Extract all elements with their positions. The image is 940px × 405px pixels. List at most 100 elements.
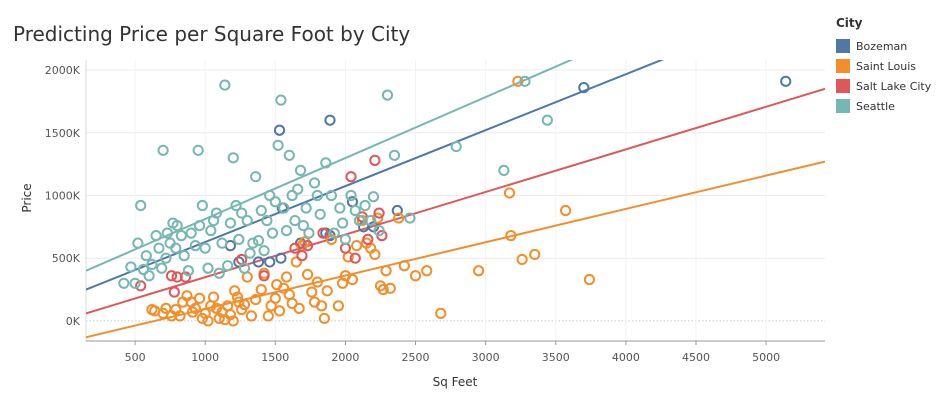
data-point-salt-lake-city[interactable] xyxy=(349,252,361,264)
data-point-saint-louis[interactable] xyxy=(293,302,305,314)
data-point-saint-louis[interactable] xyxy=(384,282,396,294)
data-point-seattle[interactable] xyxy=(244,247,256,259)
data-point-seattle[interactable] xyxy=(160,252,172,264)
data-point-seattle[interactable] xyxy=(349,204,361,217)
data-point-saint-louis[interactable] xyxy=(505,230,517,242)
data-point-seattle[interactable] xyxy=(143,270,155,282)
data-point-saint-louis[interactable] xyxy=(229,285,241,297)
data-point-seattle[interactable] xyxy=(146,258,158,271)
data-point-salt-lake-city[interactable] xyxy=(168,286,180,298)
data-point-seattle[interactable] xyxy=(275,94,287,106)
data-point-saint-louis[interactable] xyxy=(473,265,485,277)
data-point-seattle[interactable] xyxy=(210,207,223,219)
data-point-saint-louis[interactable] xyxy=(174,310,186,322)
data-point-saint-louis[interactable] xyxy=(380,265,392,277)
data-point-bozeman[interactable] xyxy=(275,252,287,264)
data-point-seattle[interactable] xyxy=(404,212,416,224)
data-point-seattle[interactable] xyxy=(189,240,201,252)
data-point-salt-lake-city[interactable] xyxy=(317,227,329,239)
data-point-salt-lake-city[interactable] xyxy=(135,280,147,292)
data-point-seattle[interactable] xyxy=(300,202,312,214)
data-point-saint-louis[interactable] xyxy=(321,285,333,297)
data-point-seattle[interactable] xyxy=(255,204,267,217)
legend-item-saint-louis[interactable]: Saint Louis xyxy=(836,56,940,76)
data-point-saint-louis[interactable] xyxy=(529,248,541,261)
data-point-bozeman[interactable] xyxy=(252,256,265,268)
data-point-seattle[interactable] xyxy=(171,219,183,232)
data-point-seattle[interactable] xyxy=(216,237,228,249)
data-point-seattle[interactable] xyxy=(280,225,293,237)
data-point-saint-louis[interactable] xyxy=(189,302,201,314)
data-point-seattle[interactable] xyxy=(292,183,304,195)
data-point-saint-louis[interactable] xyxy=(516,253,528,266)
data-point-bozeman[interactable] xyxy=(233,256,245,268)
data-point-seattle[interactable] xyxy=(297,219,309,232)
legend-item-bozeman[interactable]: Bozeman xyxy=(836,36,940,56)
data-point-seattle[interactable] xyxy=(286,189,298,202)
data-point-bozeman[interactable] xyxy=(578,81,590,94)
data-point-seattle[interactable] xyxy=(153,242,165,254)
data-point-seattle[interactable] xyxy=(156,262,168,274)
data-point-seattle[interactable] xyxy=(339,233,352,245)
data-point-seattle[interactable] xyxy=(320,157,332,169)
data-point-saint-louis[interactable] xyxy=(512,75,524,87)
data-point-bozeman[interactable] xyxy=(324,114,336,126)
data-point-saint-louis[interactable] xyxy=(409,270,422,282)
legend-item-salt-lake-city[interactable]: Salt Lake City xyxy=(836,76,940,96)
data-point-seattle[interactable] xyxy=(353,214,366,227)
data-point-seattle[interactable] xyxy=(132,237,144,249)
data-point-seattle[interactable] xyxy=(541,114,553,126)
data-point-saint-louis[interactable] xyxy=(245,310,258,322)
data-point-salt-lake-city[interactable] xyxy=(369,154,381,166)
data-point-seattle[interactable] xyxy=(185,227,197,239)
data-point-seattle[interactable] xyxy=(519,75,531,87)
data-point-seattle[interactable] xyxy=(199,242,211,254)
data-point-seattle[interactable] xyxy=(125,261,137,273)
data-point-saint-louis[interactable] xyxy=(346,273,359,286)
data-point-saint-louis[interactable] xyxy=(202,315,214,327)
data-point-saint-louis[interactable] xyxy=(306,286,318,298)
data-point-seattle[interactable] xyxy=(175,230,187,242)
data-point-seattle[interactable] xyxy=(157,144,169,156)
data-point-saint-louis[interactable] xyxy=(193,292,206,304)
data-point-seattle[interactable] xyxy=(233,233,245,245)
data-point-seattle[interactable] xyxy=(250,171,262,183)
data-point-seattle[interactable] xyxy=(137,263,150,276)
data-point-seattle[interactable] xyxy=(118,277,130,289)
data-point-seattle[interactable] xyxy=(381,89,394,101)
data-point-seattle[interactable] xyxy=(236,207,248,219)
data-point-seattle[interactable] xyxy=(247,237,259,249)
data-point-saint-louis[interactable] xyxy=(290,256,302,268)
data-point-saint-louis[interactable] xyxy=(311,276,323,288)
data-point-seattle[interactable] xyxy=(328,227,340,239)
data-point-saint-louis[interactable] xyxy=(301,268,314,281)
data-point-seattle[interactable] xyxy=(213,267,225,279)
data-point-saint-louis[interactable] xyxy=(369,248,381,261)
data-point-seattle[interactable] xyxy=(334,202,346,214)
data-point-saint-louis[interactable] xyxy=(278,282,290,294)
data-point-seattle[interactable] xyxy=(269,196,281,208)
data-point-saint-louis[interactable] xyxy=(318,312,330,325)
data-point-seattle[interactable] xyxy=(272,139,284,151)
data-point-seattle[interactable] xyxy=(264,189,276,202)
data-point-saint-louis[interactable] xyxy=(351,240,363,252)
data-point-saint-louis[interactable] xyxy=(393,212,405,224)
data-point-seattle[interactable] xyxy=(230,199,242,212)
data-point-saint-louis[interactable] xyxy=(398,260,410,272)
data-point-saint-louis[interactable] xyxy=(332,300,345,312)
data-point-seattle[interactable] xyxy=(182,265,194,277)
data-point-salt-lake-city[interactable] xyxy=(289,242,301,254)
data-point-saint-louis[interactable] xyxy=(255,283,267,296)
data-point-salt-lake-city[interactable] xyxy=(301,240,314,252)
data-point-seattle[interactable] xyxy=(311,189,323,202)
data-point-seattle[interactable] xyxy=(345,189,357,202)
data-point-bozeman[interactable] xyxy=(391,204,403,217)
data-point-seattle[interactable] xyxy=(278,202,290,214)
data-point-seattle[interactable] xyxy=(261,214,273,227)
data-point-seattle[interactable] xyxy=(135,199,147,212)
data-point-saint-louis[interactable] xyxy=(435,307,447,320)
data-point-seattle[interactable] xyxy=(196,199,208,212)
data-point-saint-louis[interactable] xyxy=(213,312,225,325)
data-point-seattle[interactable] xyxy=(498,164,510,176)
data-point-seattle[interactable] xyxy=(192,144,204,156)
